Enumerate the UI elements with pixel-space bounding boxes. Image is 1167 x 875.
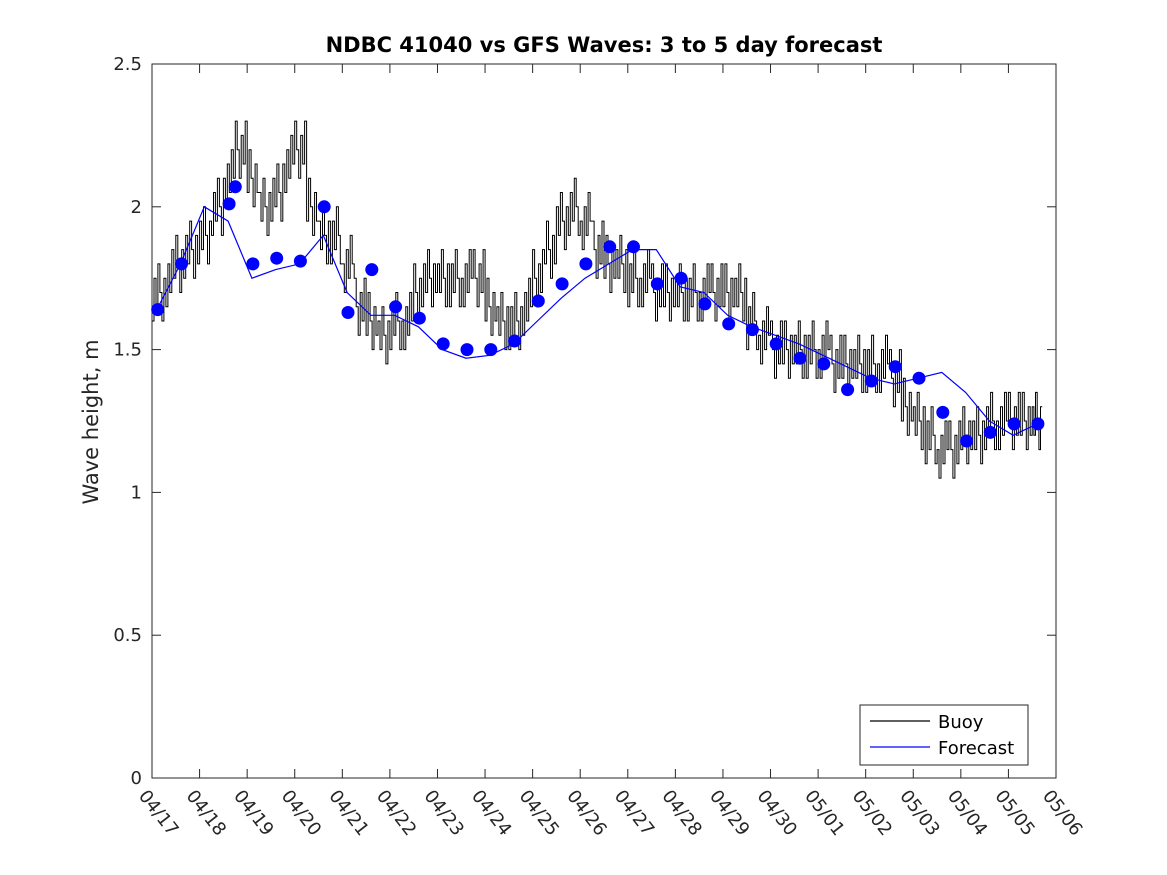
forecast-marker: [579, 257, 593, 271]
forecast-marker: [960, 434, 974, 448]
forecast-marker: [817, 357, 831, 371]
x-tick-label: 05/05: [990, 786, 1038, 840]
y-tick-label: 1: [131, 482, 142, 503]
forecast-marker: [936, 405, 950, 419]
x-tick-label: 04/22: [372, 786, 420, 840]
forecast-marker: [745, 323, 759, 337]
forecast-marker: [228, 180, 242, 194]
forecast-marker: [293, 254, 307, 268]
legend-box: [859, 704, 1029, 766]
forecast-marker: [1007, 417, 1021, 431]
axes-box: [151, 63, 1057, 779]
x-tick-label: 05/06: [1038, 786, 1086, 840]
forecast-marker: [603, 240, 617, 254]
forecast-marker: [436, 337, 450, 351]
y-tick-label: 0.5: [113, 625, 142, 646]
x-tick-label: 04/21: [324, 786, 372, 840]
x-tick-label: 05/02: [848, 786, 896, 840]
forecast-marker: [389, 300, 403, 314]
y-tick-label: 1.5: [113, 340, 142, 361]
forecast-marker: [722, 317, 736, 331]
forecast-marker: [864, 374, 878, 388]
y-tick-label: 0: [131, 768, 142, 789]
legend-buoy-label: Buoy: [938, 712, 984, 733]
forecast-marker: [841, 383, 855, 397]
forecast-marker: [246, 257, 260, 271]
legend-forecast-label: Forecast: [938, 738, 1014, 759]
forecast-marker: [793, 351, 807, 365]
x-tick-label: 05/03: [895, 786, 943, 840]
x-tick-label: 04/17: [134, 786, 182, 840]
x-tick-label: 04/23: [420, 786, 468, 840]
forecast-marker: [151, 303, 165, 317]
forecast-marker: [508, 334, 522, 348]
forecast-marker: [888, 360, 902, 374]
forecast-marker: [1031, 417, 1045, 431]
x-tick-label: 05/01: [800, 786, 848, 840]
forecast-marker: [341, 306, 355, 319]
x-tick-label: 04/27: [610, 786, 658, 840]
x-tick-label: 04/28: [657, 786, 705, 840]
x-tick-label: 04/20: [277, 786, 325, 840]
x-tick-label: 04/29: [705, 786, 753, 840]
x-tick-label: 04/26: [562, 786, 610, 840]
chart-title: NDBC 41040 vs GFS Waves: 3 to 5 day fore…: [326, 33, 883, 57]
x-tick-label: 04/24: [467, 786, 515, 840]
plot-area: 00.511.522.5 04/17 04/18 04/19 04/20 04/21 04…: [113, 54, 1086, 840]
forecast-marker: [412, 311, 426, 325]
forecast-marker: [698, 297, 712, 311]
legend: Buoy Forecast: [859, 704, 1029, 766]
x-tick-label: 04/19: [229, 786, 277, 840]
forecast-marker: [222, 197, 236, 211]
x-tick-label: 04/18: [182, 786, 230, 840]
forecast-marker: [555, 277, 569, 291]
forecast-marker: [175, 257, 188, 271]
forecast-marker: [270, 251, 284, 265]
x-tick-label: 04/30: [753, 786, 801, 840]
forecast-marker: [531, 294, 545, 308]
forecast-marker: [674, 271, 688, 285]
forecast-marker: [460, 343, 474, 357]
forecast-marker: [912, 371, 926, 385]
forecast-marker: [484, 343, 498, 357]
x-tick-label: 05/04: [943, 786, 991, 840]
y-ticks: 0 0.5 1 1.5 2 2.5: [113, 54, 1056, 789]
y-tick-label: 2: [131, 197, 142, 218]
forecast-marker: [769, 337, 783, 351]
y-axis-label: Wave height, m: [79, 339, 103, 504]
forecast-marker: [627, 240, 640, 254]
forecast-marker: [650, 277, 664, 291]
forecast-marker: [983, 425, 997, 439]
forecast-marker: [365, 263, 379, 277]
marker-group: [151, 180, 1045, 448]
y-tick-label: 2.5: [113, 54, 142, 75]
forecast-marker: [317, 200, 331, 214]
x-tick-label: 04/25: [515, 786, 563, 840]
